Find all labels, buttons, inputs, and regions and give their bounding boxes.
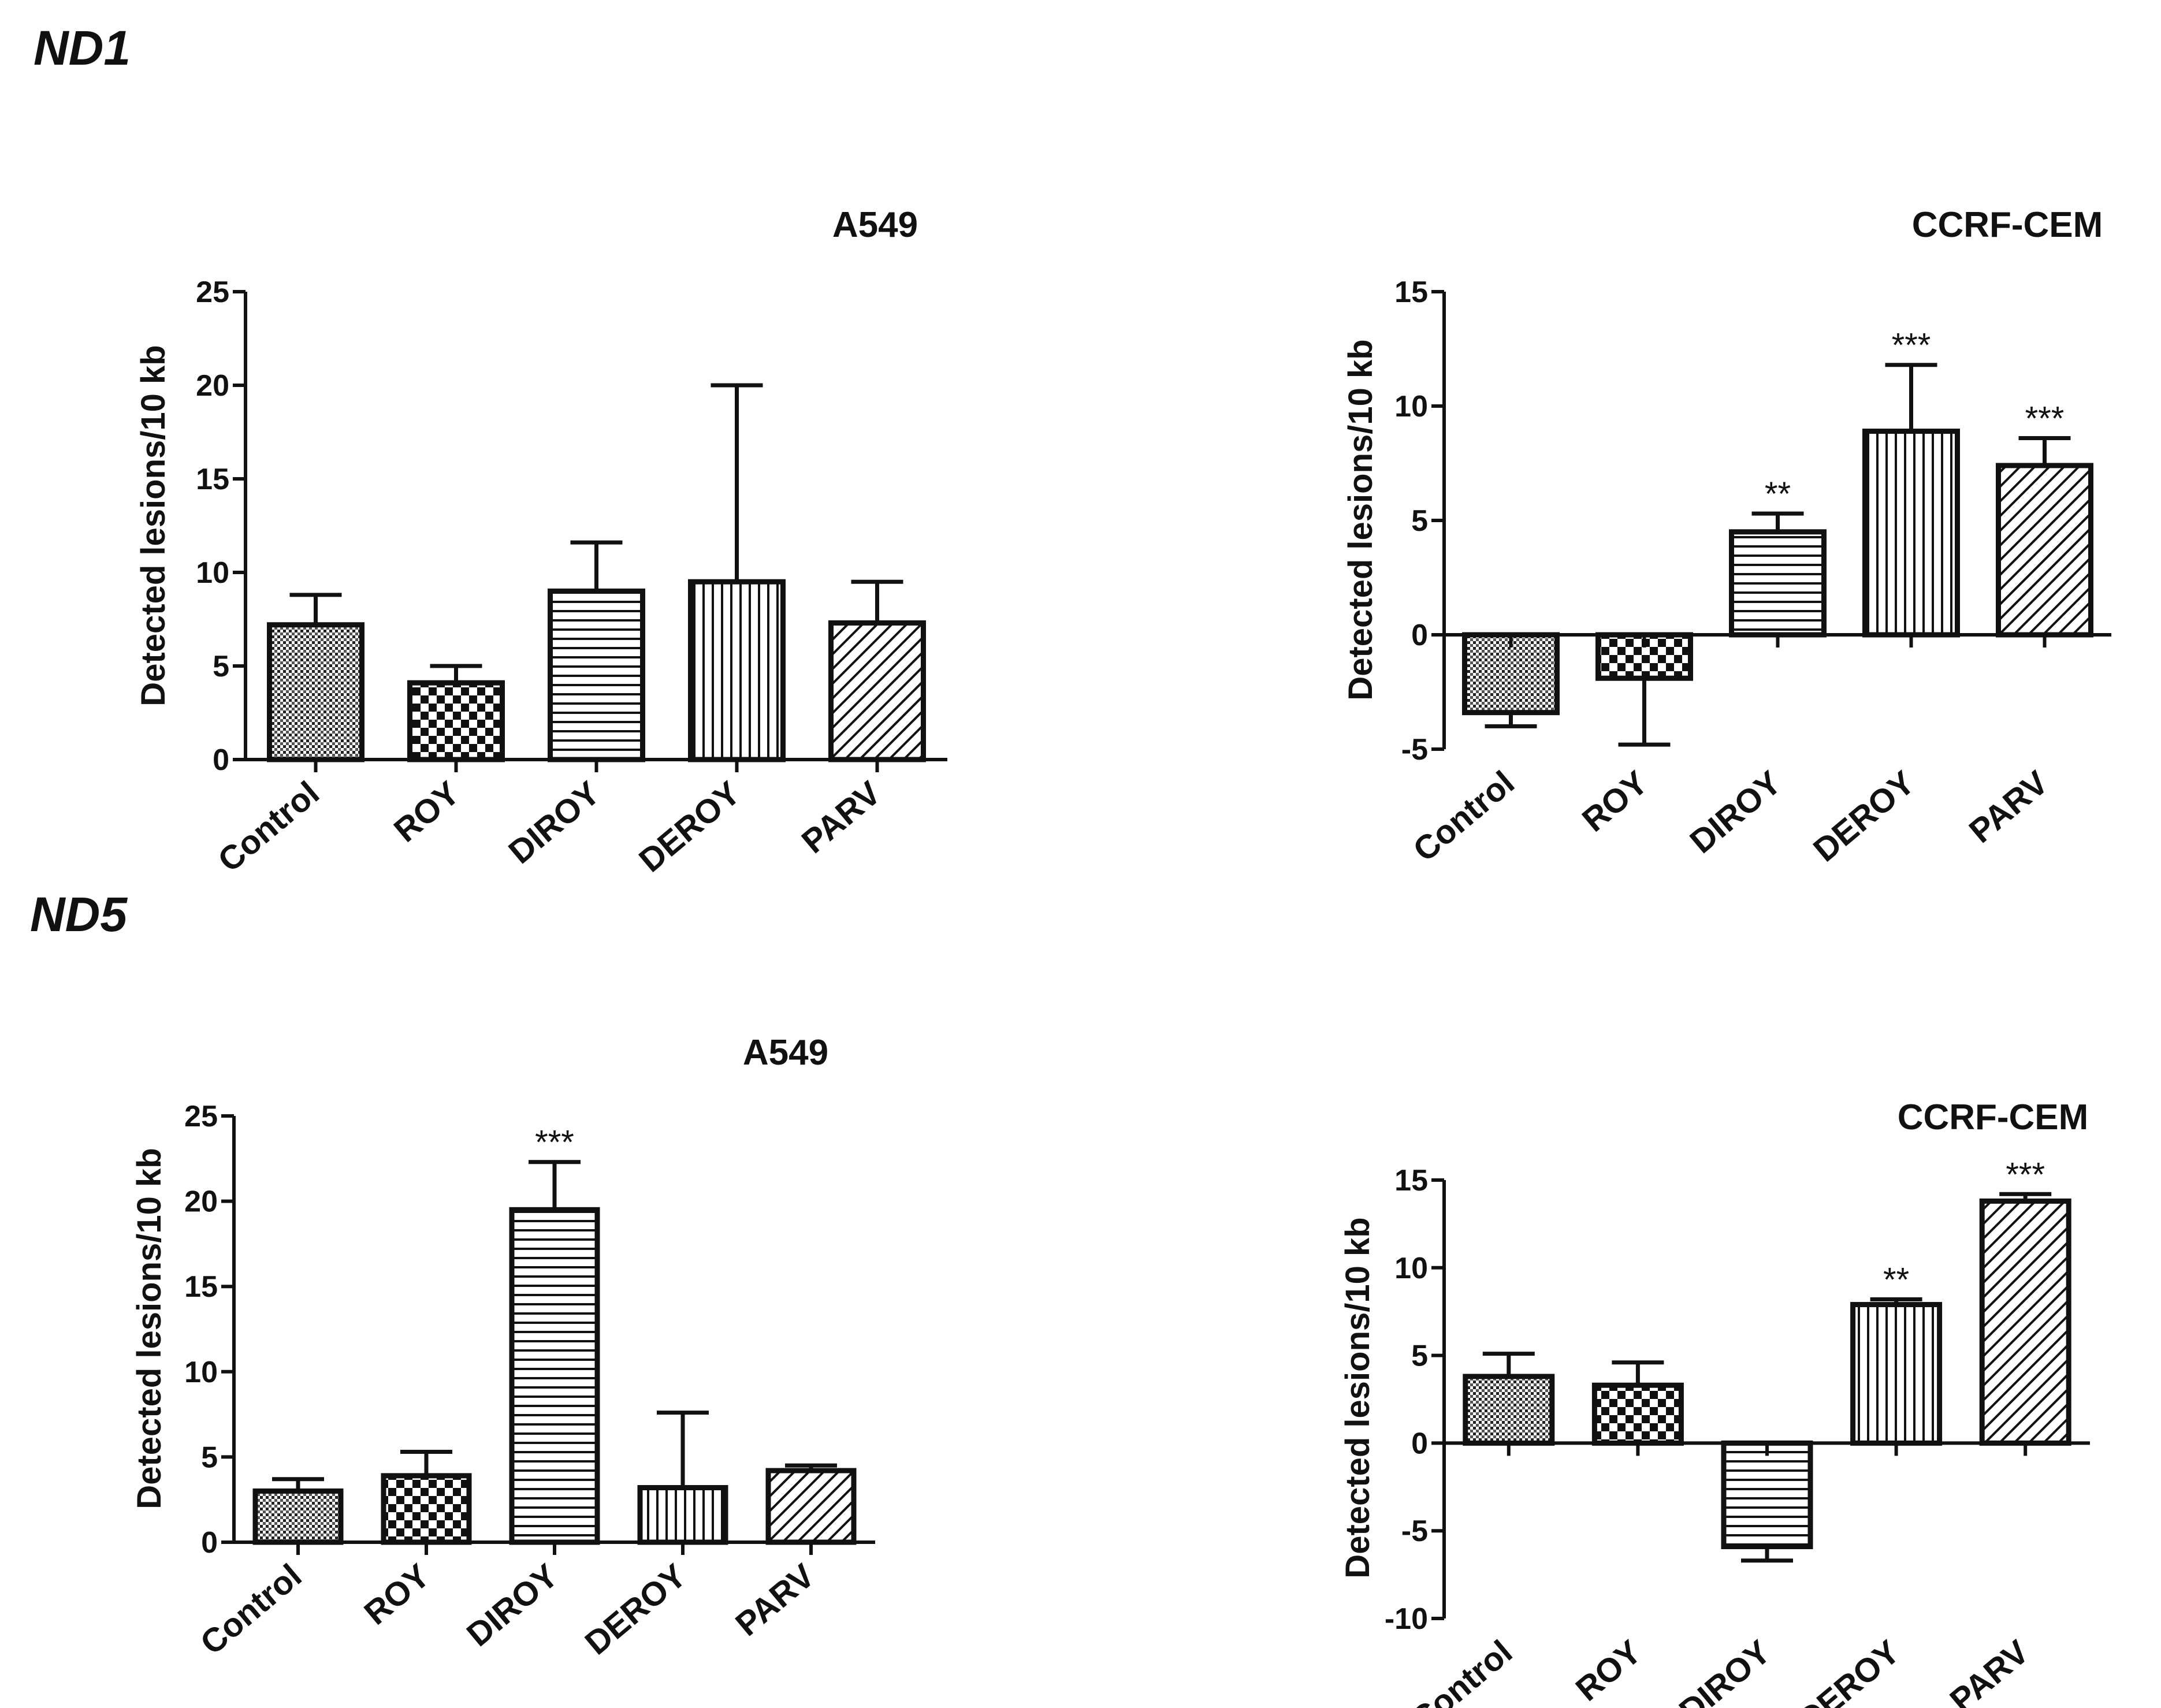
y-tick-label: 5	[213, 650, 229, 683]
bar-parv	[765, 1468, 857, 1545]
y-tick-label: 25	[196, 276, 229, 309]
y-tick-label: 10	[1394, 390, 1428, 423]
category-label: ROY	[387, 774, 467, 850]
category-label: PARV	[795, 774, 888, 861]
bar-diroy	[509, 1207, 600, 1545]
y-axis-label: Detected lesions/10 kb	[131, 1148, 168, 1509]
chart-2: A549 Detected lesions/10 kb Control ROY *** D…	[131, 1033, 875, 1662]
bar-deroy	[1862, 429, 1960, 638]
bar-control	[252, 1488, 344, 1545]
bar-parv	[1979, 1198, 2071, 1446]
y-tick-label: 10	[1394, 1252, 1428, 1285]
significance-marker: ***	[2025, 400, 2065, 437]
category-label: DIROY	[460, 1557, 565, 1654]
y-axis-label: Detected lesions/10 kb	[1339, 1217, 1377, 1578]
significance-marker: ***	[1892, 327, 1931, 364]
y-axis-label: Detected lesions/10 kb	[1342, 339, 1379, 700]
y-tick-label: 25	[184, 1100, 218, 1133]
y-tick-label: 5	[1411, 504, 1428, 538]
y-tick-label: -5	[1401, 733, 1428, 766]
category-label: ROY	[357, 1557, 437, 1632]
category-label: DIROY	[1672, 1633, 1777, 1708]
y-tick-label: -5	[1401, 1514, 1428, 1548]
bar-deroy	[637, 1485, 728, 1545]
bar-roy	[1591, 1382, 1684, 1446]
bar-diroy	[1721, 1440, 1813, 1550]
category-label: DEROY	[632, 774, 747, 879]
category-label: DEROY	[1791, 1633, 1907, 1708]
category-label: ROY	[1575, 764, 1655, 839]
category-label: DEROY	[578, 1557, 694, 1662]
panel-label-nd5: ND5	[30, 887, 128, 942]
y-tick-label: 10	[184, 1356, 218, 1389]
chart-1: CCRF-CEM Detected lesions/10 kb Control ROY…	[1342, 205, 2111, 869]
chart-0: A549 Detected lesions/10 kb Control ROY DIRO…	[135, 205, 947, 880]
category-label: ROY	[1569, 1633, 1649, 1708]
panel-label-nd1: ND1	[34, 21, 131, 75]
y-tick-label: -10	[1385, 1602, 1428, 1636]
y-tick-label: 15	[1394, 276, 1428, 309]
bar-control	[267, 622, 364, 762]
category-label: DIROY	[501, 774, 607, 871]
chart-title: CCRF-CEM	[1912, 205, 2103, 245]
chart-title: A549	[743, 1033, 828, 1073]
category-label: DIROY	[1683, 764, 1788, 861]
y-tick-label: 15	[184, 1270, 218, 1304]
y-tick-label: 20	[184, 1185, 218, 1219]
y-tick-label: 0	[213, 743, 229, 777]
category-label: Control	[211, 774, 326, 879]
category-label: PARV	[1962, 764, 2055, 850]
y-tick-label: 0	[1411, 619, 1428, 652]
chart-title: CCRF-CEM	[1898, 1097, 2089, 1137]
significance-marker: **	[1765, 475, 1791, 513]
bar-deroy	[688, 579, 786, 762]
bar-diroy	[548, 588, 645, 762]
y-tick-label: 15	[1394, 1164, 1428, 1197]
category-label: DEROY	[1806, 764, 1922, 869]
bar-parv	[828, 620, 926, 762]
y-tick-label: 20	[196, 369, 229, 403]
y-tick-label: 10	[196, 556, 229, 590]
y-tick-label: 0	[1411, 1427, 1428, 1460]
bar-deroy	[1850, 1302, 1943, 1446]
significance-marker: ***	[2006, 1156, 2045, 1193]
category-label: PARV	[728, 1557, 821, 1643]
bar-diroy	[1729, 529, 1827, 638]
chart-title: A549	[832, 205, 918, 245]
charts-group: A549 Detected lesions/10 kb Control ROY DIRO…	[131, 205, 2111, 1708]
y-tick-label: 15	[196, 463, 229, 496]
category-label: Control	[1404, 1633, 1519, 1708]
bar-parv	[1996, 463, 2093, 638]
y-tick-label: 5	[201, 1441, 218, 1474]
y-axis-label: Detected lesions/10 kb	[135, 345, 172, 706]
bar-roy	[407, 680, 505, 762]
category-label: Control	[194, 1557, 309, 1662]
category-label: Control	[1406, 764, 1522, 869]
y-tick-label: 0	[201, 1526, 218, 1560]
category-label: PARV	[1943, 1633, 2036, 1708]
chart-3: CCRF-CEM Detected lesions/10 kb Control ROY…	[1339, 1097, 2090, 1708]
y-tick-label: 5	[1411, 1339, 1428, 1373]
bar-control	[1462, 632, 1560, 716]
bar-control	[1463, 1374, 1555, 1446]
significance-marker: ***	[535, 1124, 574, 1162]
bar-roy	[381, 1473, 472, 1545]
significance-marker: **	[1883, 1261, 1909, 1298]
